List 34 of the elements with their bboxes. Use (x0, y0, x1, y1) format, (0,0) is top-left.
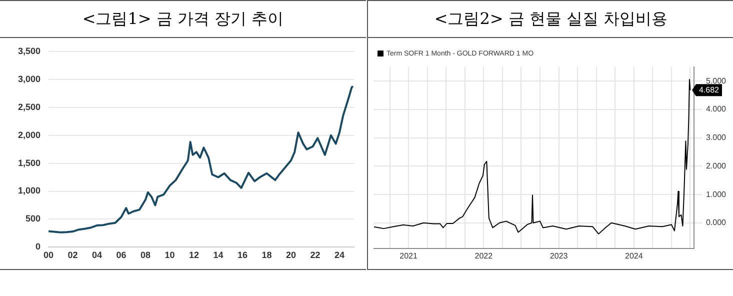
x-tick-label: 24 (334, 250, 344, 260)
x-tick-label: 02 (68, 250, 78, 260)
y2-tick-label: 0.000 (706, 218, 727, 228)
y-tick-label: 1,500 (18, 158, 41, 168)
y-tick-label: 0 (36, 242, 41, 252)
x-tick-label: 16 (237, 250, 248, 260)
x-tick-label: 12 (188, 250, 199, 260)
x-tick-label: 20 (286, 250, 296, 260)
x-tick-label: 10 (164, 250, 175, 260)
x-tick-label: 00 (44, 250, 54, 260)
x-tick-label: 14 (213, 250, 224, 260)
y-tick-label: 1,000 (18, 186, 41, 196)
y-tick-label: 3,500 (18, 46, 41, 56)
y-tick-label: 2,500 (18, 102, 41, 112)
y-tick-label: 3,000 (18, 74, 41, 84)
x-tick-label: 2022 (474, 251, 494, 260)
y-tick-label: 2,000 (18, 130, 41, 140)
y2-tick-label: 2.000 (706, 161, 727, 170)
y2-tick-label: 1.000 (706, 190, 727, 199)
y-tick-label: 500 (25, 214, 41, 224)
x-tick-label: 22 (310, 250, 320, 260)
x-tick-label: 06 (116, 250, 126, 260)
chart-title: <그림2> 금 현물 실질 차입비용 (368, 1, 733, 38)
y2-tick-label: 5.000 (706, 76, 727, 86)
y2-tick-label: 4.000 (706, 104, 727, 114)
x-tick-label: 04 (92, 250, 102, 260)
y2-tick-label: 3.000 (706, 133, 727, 142)
x-tick-label: 2021 (400, 251, 418, 260)
text: 4.682 (698, 85, 720, 94)
x-tick-label: 2024 (624, 251, 644, 260)
chart-title: <그림1> 금 가격 장기 추이 (0, 1, 366, 38)
x-tick-label: 08 (140, 250, 151, 260)
x-tick-label: 2023 (550, 251, 568, 260)
x-tick-label: 18 (262, 250, 272, 260)
